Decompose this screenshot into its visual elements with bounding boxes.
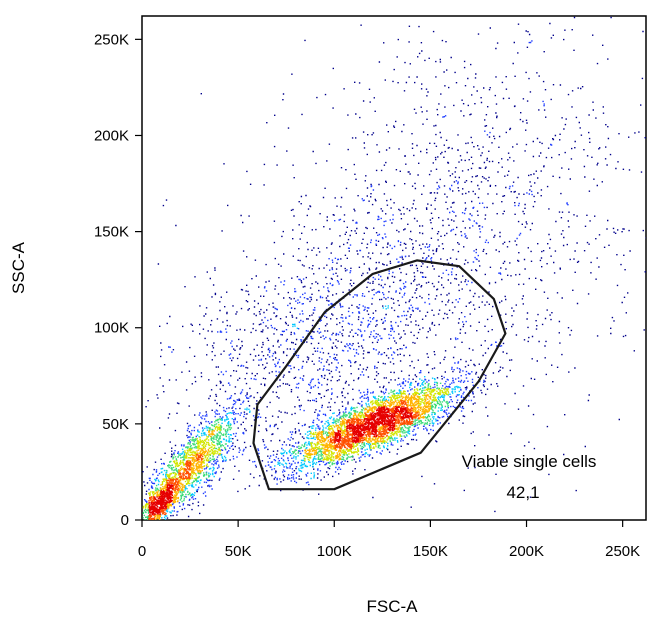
density-dots-level-1 [144, 40, 569, 513]
y-tick-label: 150K [94, 224, 129, 241]
y-axis-label: SSC-A [9, 241, 28, 294]
x-tick-label: 0 [138, 543, 146, 560]
gate-percentage: 42,1 [506, 483, 539, 502]
x-tick-label: 250K [605, 543, 640, 560]
x-tick-label: 100K [317, 543, 352, 560]
y-tick-label: 100K [94, 320, 129, 337]
y-tick-label: 200K [94, 127, 129, 144]
y-axis: 0 50K 100K 150K 200K 250K [94, 31, 142, 529]
x-tick-label: 200K [509, 543, 544, 560]
x-tick-label: 150K [413, 543, 448, 560]
gate-name: Viable single cells [462, 452, 597, 471]
gate-polygon[interactable] [252, 259, 507, 491]
density-dots-level-6 [148, 400, 420, 520]
y-tick-label: 50K [102, 416, 129, 433]
x-axis-label: FSC-A [367, 597, 419, 616]
density-dots-level-7 [148, 406, 413, 516]
density-dots-level-4 [142, 388, 450, 509]
x-axis: 0 50K 100K 150K 200K 250K [138, 520, 640, 560]
y-tick-label: 250K [94, 31, 129, 48]
y-tick-label: 0 [121, 512, 129, 529]
event-dots [142, 16, 646, 520]
x-tick-label: 50K [225, 543, 252, 560]
plot-area [141, 15, 647, 521]
